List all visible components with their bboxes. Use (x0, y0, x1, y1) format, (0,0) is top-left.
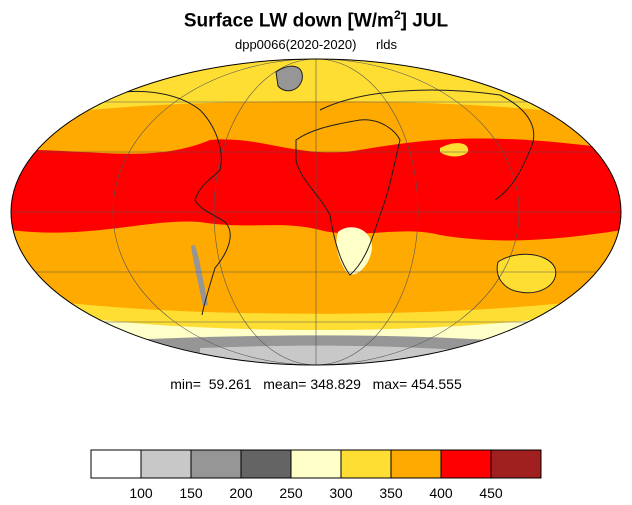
colorbar-ticks: 100 150 200 250 300 350 400 450 (129, 485, 503, 501)
field-andes (191, 245, 208, 306)
map-title: Surface LW down [W/m2] JUL (0, 8, 632, 32)
coastlines (109, 65, 557, 316)
colorbar-tick-label: 350 (379, 485, 403, 501)
field-statistics: min= 59.261 mean= 348.829 max= 454.555 (170, 376, 462, 392)
colorbar-box (140, 449, 192, 479)
colorbar-tick-label: 200 (229, 485, 253, 501)
title-tail: ] JUL (400, 10, 449, 32)
colorbar-tick-label: 250 (279, 485, 303, 501)
map-subtitle: dpp0066(2020-2020) rlds (0, 37, 632, 52)
coast-greenland (275, 65, 303, 92)
field-south-africa (336, 227, 372, 275)
meridian-60 (213, 59, 419, 365)
colorbar-box (190, 449, 242, 479)
subtitle-variable: rlds (376, 37, 397, 52)
colorbar-tick-label: 450 (479, 485, 503, 501)
colorbar-tick-label: 100 (129, 485, 153, 501)
field-australia (497, 254, 556, 293)
title-superscript: 2 (393, 8, 401, 22)
colorbar-boxes (90, 449, 542, 479)
colorbar-tick-label: 150 (179, 485, 203, 501)
field-tibet (440, 143, 469, 157)
colorbar-box (290, 449, 342, 479)
colorbar-box (90, 449, 142, 479)
colorbar-box (340, 449, 392, 479)
colorbar-box (490, 449, 542, 479)
globe-outline (10, 58, 622, 366)
title-text: Surface LW down [W/m (183, 10, 394, 32)
colorbar-tick-label: 300 (329, 485, 353, 501)
coast-americas (109, 90, 231, 316)
graticule (11, 59, 621, 365)
colorbar-tick-label: 400 (429, 485, 453, 501)
field-greenland (276, 66, 303, 91)
colorbar-box (440, 449, 492, 479)
colorbar-box (390, 449, 442, 479)
field-antarctica-interior (200, 345, 460, 365)
coast-australia (496, 253, 557, 294)
colorbar-box (240, 449, 292, 479)
coast-africa (295, 119, 401, 276)
coast-eurasia (319, 89, 535, 201)
meridian-120 (112, 59, 520, 365)
subtitle-experiment: dpp0066(2020-2020) (234, 37, 357, 52)
